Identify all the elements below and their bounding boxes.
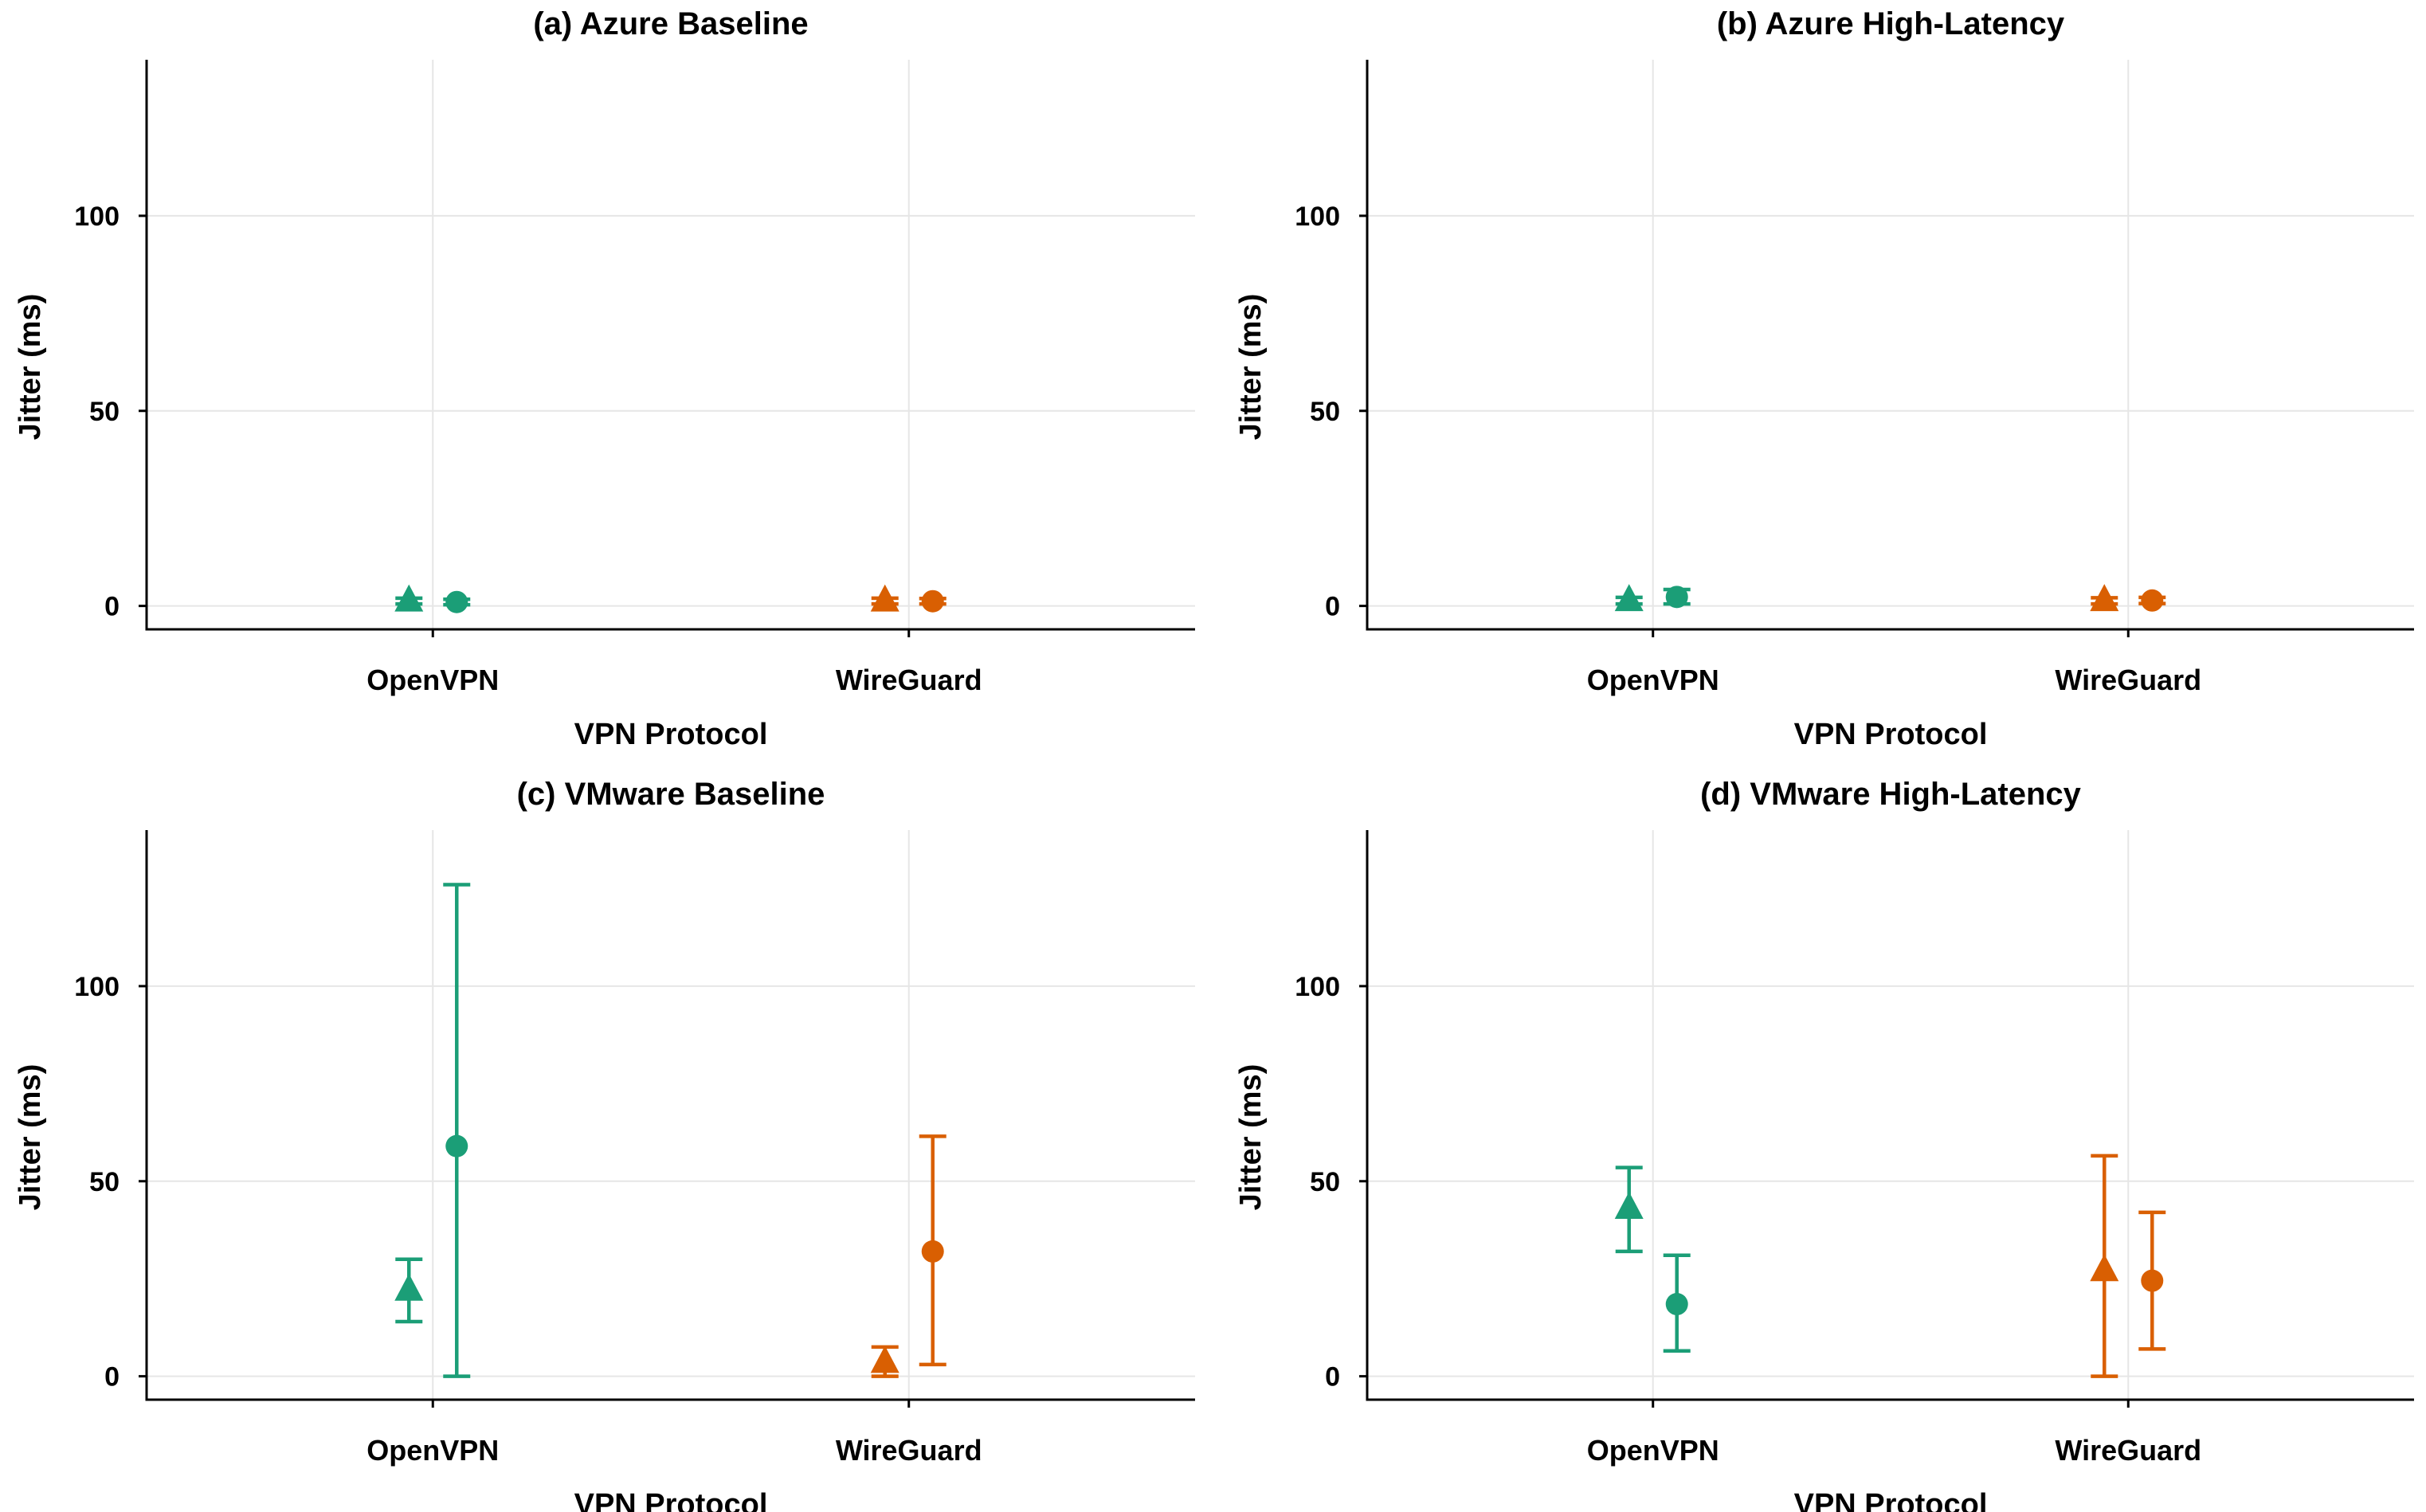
y-tick-label: 50 xyxy=(89,397,120,427)
x-tick-label: WireGuard xyxy=(2055,664,2201,696)
circle-marker xyxy=(1665,1293,1688,1316)
x-tick-label: OpenVPN xyxy=(366,664,499,696)
y-tick-label: 0 xyxy=(1325,592,1340,622)
circle-marker xyxy=(445,1134,468,1158)
circle-marker xyxy=(2141,1269,2164,1292)
chart-title: (c) VMware Baseline xyxy=(517,777,825,812)
chart-panel-4: 0 50 100 OpenVPN WireGuard (d) VMware High-La… xyxy=(1234,777,2414,1512)
chart-panel-3: 0 50 100 OpenVPN WireGuard (c) VMware Baselin… xyxy=(14,777,1195,1512)
data-point-wireguard-circle xyxy=(919,1134,946,1367)
triangle-marker xyxy=(2090,1254,2119,1282)
data-point-openvpn-circle xyxy=(443,883,471,1378)
data-point-openvpn-circle xyxy=(1663,586,1691,609)
data-point-openvpn-triangle xyxy=(1614,584,1644,612)
data-point-wireguard-triangle xyxy=(2090,1154,2119,1378)
y-tick-label: 100 xyxy=(74,202,120,232)
triangle-marker xyxy=(870,584,899,612)
data-point-openvpn-triangle xyxy=(1614,1165,1644,1254)
y-tick-label: 0 xyxy=(1325,1362,1340,1393)
circle-marker xyxy=(445,590,468,613)
y-tick-label: 50 xyxy=(89,1167,120,1197)
chart-title: (b) Azure High-Latency xyxy=(1717,6,2065,41)
y-tick-label: 0 xyxy=(104,1362,120,1393)
y-axis-title: Jitter (ms) xyxy=(1234,294,1268,441)
x-tick-label: WireGuard xyxy=(836,1434,982,1467)
data-point-openvpn-circle xyxy=(443,590,471,613)
x-axis-title: VPN Protocol xyxy=(1794,718,1988,751)
circle-marker xyxy=(921,590,944,613)
y-tick-label: 100 xyxy=(74,972,120,1002)
y-tick-label: 100 xyxy=(1295,972,1340,1002)
x-tick-label: OpenVPN xyxy=(1587,664,1719,696)
x-tick-label: WireGuard xyxy=(2055,1434,2201,1467)
data-point-wireguard-circle xyxy=(919,590,946,613)
triangle-marker xyxy=(2090,584,2119,612)
triangle-marker xyxy=(870,1346,899,1373)
y-axis-title: Jitter (ms) xyxy=(14,1064,47,1211)
y-axis-title: Jitter (ms) xyxy=(1234,1064,1268,1211)
data-point-wireguard-triangle xyxy=(870,584,899,612)
x-tick-label: OpenVPN xyxy=(1587,1434,1719,1467)
y-tick-label: 50 xyxy=(1310,397,1340,427)
circle-marker xyxy=(2141,589,2164,612)
data-point-openvpn-triangle xyxy=(394,584,424,612)
chart-panel-2: 0 50 100 OpenVPN WireGuard (b) Azure High-Lat… xyxy=(1234,6,2414,751)
data-point-openvpn-triangle xyxy=(394,1257,424,1324)
x-axis-title: VPN Protocol xyxy=(574,1488,768,1512)
data-point-wireguard-triangle xyxy=(870,1345,899,1378)
triangle-marker xyxy=(1614,584,1644,612)
chart-title: (a) Azure Baseline xyxy=(533,6,808,41)
x-tick-label: WireGuard xyxy=(836,664,982,696)
data-point-wireguard-circle xyxy=(2138,1210,2166,1351)
y-axis-title: Jitter (ms) xyxy=(14,294,47,441)
circle-marker xyxy=(1665,586,1688,609)
triangle-marker xyxy=(1614,1191,1644,1219)
chart-title: (d) VMware High-Latency xyxy=(1700,777,2082,812)
circle-marker xyxy=(921,1240,944,1263)
triangle-marker xyxy=(394,1273,424,1301)
x-axis-title: VPN Protocol xyxy=(1794,1488,1988,1512)
y-tick-label: 50 xyxy=(1310,1167,1340,1197)
x-tick-label: OpenVPN xyxy=(366,1434,499,1467)
data-point-openvpn-circle xyxy=(1663,1253,1691,1353)
data-point-wireguard-triangle xyxy=(2090,584,2119,612)
y-tick-label: 0 xyxy=(104,592,120,622)
x-axis-title: VPN Protocol xyxy=(574,718,768,751)
data-point-wireguard-circle xyxy=(2138,589,2166,612)
chart-panel-1: 0 50 100 OpenVPN WireGuard (a) Azure Baseline… xyxy=(14,6,1195,751)
triangle-marker xyxy=(394,584,424,612)
y-tick-label: 100 xyxy=(1295,202,1340,232)
